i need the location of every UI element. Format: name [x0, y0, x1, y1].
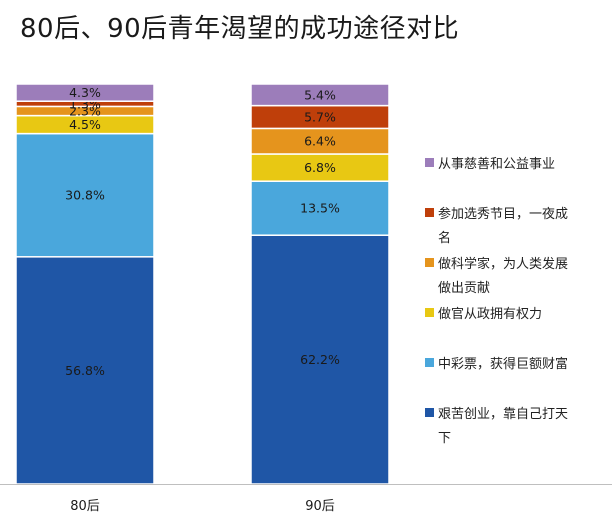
- legend-label: 从事慈善和公益事业: [438, 156, 555, 172]
- legend-label: 下: [438, 431, 451, 446]
- legend-swatch: [425, 408, 434, 417]
- bar-segment: [250, 83, 390, 107]
- legend-swatch: [425, 258, 434, 267]
- bar-segment: [15, 256, 155, 485]
- bar-segment: [250, 153, 390, 182]
- legend-label: 做出贡献: [438, 281, 490, 296]
- data-label: 6.4%: [304, 134, 336, 149]
- bar-segment: [250, 234, 390, 485]
- data-label: 4.5%: [69, 117, 101, 132]
- bar-segment: [250, 180, 390, 236]
- legend-label: 中彩票，获得巨额财富: [438, 356, 568, 372]
- legend-label: 参加选秀节目，一夜成: [438, 206, 568, 222]
- data-label: 56.8%: [65, 363, 105, 378]
- chart-title: 80后、90后青年渴望的成功途径对比: [20, 14, 460, 44]
- legend: 从事慈善和公益事业参加选秀节目，一夜成名做科学家，为人类发展做出贡献做官从政拥有…: [425, 156, 568, 446]
- data-label: 5.4%: [304, 87, 336, 102]
- x-tick-label: 80后: [70, 499, 100, 514]
- x-tick-label: 90后: [305, 499, 335, 514]
- data-label: 4.3%: [69, 85, 101, 100]
- legend-label: 艰苦创业，靠自己打天: [438, 406, 568, 422]
- data-label: 13.5%: [300, 201, 340, 216]
- legend-swatch: [425, 208, 434, 217]
- bars-group: 56.8%30.8%4.5%2.3%1.3%4.3%62.2%13.5%6.8%…: [15, 83, 390, 485]
- data-label: 5.7%: [304, 110, 336, 125]
- legend-label: 名: [438, 230, 451, 246]
- bar-segment: [250, 127, 390, 155]
- legend-swatch: [425, 358, 434, 367]
- bar-segment: [15, 83, 155, 102]
- legend-swatch: [425, 158, 434, 167]
- legend-label: 做官从政拥有权力: [438, 306, 542, 322]
- legend-swatch: [425, 308, 434, 317]
- data-label: 2.3%: [69, 104, 101, 119]
- legend-label: 做科学家，为人类发展: [438, 256, 568, 272]
- data-label: 62.2%: [300, 352, 340, 367]
- data-label: 30.8%: [65, 188, 105, 203]
- x-axis: 80后 90后: [0, 484, 612, 514]
- data-label: 6.8%: [304, 160, 336, 175]
